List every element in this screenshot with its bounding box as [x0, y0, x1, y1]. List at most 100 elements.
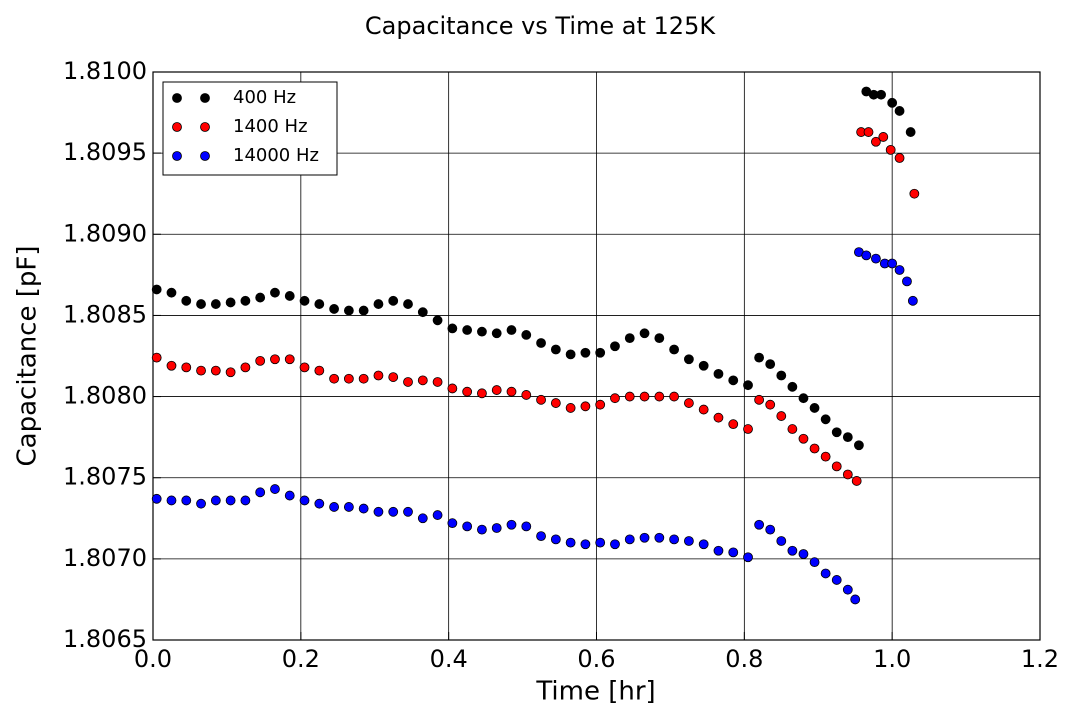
- data-point: [907, 295, 918, 306]
- data-point: [894, 265, 905, 275]
- data-point: [550, 398, 561, 408]
- data-point: [654, 532, 665, 543]
- data-point: [639, 391, 650, 402]
- data-point: [388, 295, 399, 306]
- data-point: [713, 545, 724, 556]
- data-point: [388, 372, 399, 382]
- data-point: [447, 323, 458, 334]
- data-point: [885, 144, 896, 155]
- data-point: [754, 394, 765, 405]
- data-point: [255, 355, 266, 366]
- x-axis-label: Time [hr]: [535, 677, 655, 707]
- data-point: [151, 352, 162, 363]
- data-point: [417, 375, 428, 386]
- y-tick-label: 1.8075: [63, 463, 147, 491]
- data-point: [240, 295, 251, 306]
- data-point: [329, 373, 339, 384]
- data-point: [403, 506, 413, 517]
- data-point: [831, 461, 842, 472]
- data-point: [610, 341, 620, 352]
- data-point: [624, 534, 635, 545]
- data-point: [580, 401, 591, 412]
- data-point: [240, 495, 251, 506]
- data-point: [595, 347, 606, 358]
- data-point: [639, 532, 650, 543]
- y-tick-label: 1.8085: [63, 300, 147, 328]
- legend-marker: [172, 151, 182, 161]
- data-point: [447, 518, 458, 529]
- data-point: [270, 287, 280, 298]
- data-point: [196, 365, 206, 376]
- data-point: [284, 354, 295, 365]
- data-point: [417, 307, 428, 318]
- data-point: [521, 330, 532, 340]
- data-point: [713, 368, 724, 379]
- data-point: [894, 153, 905, 163]
- data-point: [728, 375, 739, 386]
- data-point: [477, 326, 487, 337]
- y-axis-label: Capacitance [pF]: [13, 246, 43, 467]
- data-point: [743, 380, 753, 391]
- data-point: [284, 490, 295, 501]
- data-point: [447, 383, 458, 394]
- data-point: [403, 377, 413, 387]
- data-point: [181, 295, 192, 306]
- legend-box: [162, 81, 338, 176]
- data-point: [477, 524, 487, 535]
- data-point: [624, 391, 635, 402]
- data-point: [854, 440, 864, 451]
- data-point: [610, 539, 620, 550]
- data-point: [196, 299, 206, 309]
- data-point: [654, 333, 665, 344]
- data-point: [654, 391, 665, 402]
- data-point: [565, 349, 576, 360]
- data-point: [669, 391, 680, 402]
- data-point: [255, 292, 266, 303]
- data-point: [743, 552, 753, 563]
- data-point: [765, 524, 776, 535]
- x-tick-label: 0.2: [282, 645, 320, 673]
- data-point: [299, 362, 310, 373]
- data-point: [765, 399, 776, 410]
- data-point: [754, 519, 765, 530]
- data-point: [728, 419, 739, 430]
- data-point: [787, 424, 798, 434]
- data-point: [550, 344, 561, 355]
- data-point: [373, 299, 384, 309]
- data-point: [550, 534, 561, 545]
- data-point: [151, 493, 162, 504]
- data-point: [432, 377, 443, 387]
- data-point: [403, 299, 413, 309]
- data-point: [842, 469, 853, 480]
- data-point: [669, 344, 680, 355]
- data-point: [299, 295, 310, 306]
- x-tick-label: 0.0: [134, 645, 172, 673]
- data-point: [388, 506, 399, 517]
- data-point: [580, 539, 591, 550]
- x-tick-label: 0.4: [430, 645, 468, 673]
- data-point: [477, 388, 487, 399]
- x-tick-label: 1.0: [873, 645, 911, 673]
- data-point: [210, 365, 221, 376]
- data-point: [358, 305, 369, 316]
- data-point: [432, 510, 443, 520]
- x-tick-label: 0.8: [725, 645, 763, 673]
- data-point: [728, 547, 739, 558]
- data-point: [358, 373, 369, 384]
- data-point: [565, 537, 576, 548]
- data-point: [820, 451, 831, 462]
- legend-marker: [200, 93, 210, 103]
- data-point: [373, 370, 384, 381]
- legend-label: 1400 Hz: [233, 116, 308, 137]
- legend-label: 14000 Hz: [233, 145, 319, 166]
- data-point: [225, 367, 236, 378]
- data-point: [491, 328, 502, 339]
- data-point: [196, 498, 206, 509]
- data-point: [595, 399, 606, 410]
- data-point: [225, 297, 236, 308]
- data-point: [887, 258, 898, 269]
- legend-marker: [172, 122, 182, 132]
- y-tick-label: 1.8065: [63, 625, 147, 653]
- x-tick-label: 1.2: [1021, 645, 1059, 673]
